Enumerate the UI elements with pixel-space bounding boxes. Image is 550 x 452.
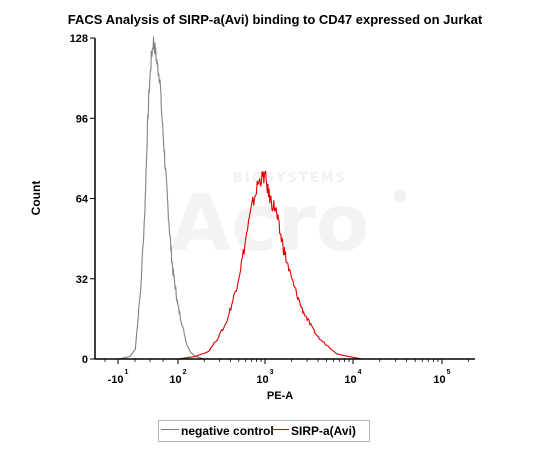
x-axis-label: PE-A: [266, 390, 294, 402]
watermark-dot: [394, 190, 406, 202]
chart-title: FACS Analysis of SIRP-a(Avi) binding to …: [67, 12, 483, 27]
x-tick-label: 103: [256, 369, 273, 386]
y-tick-label: 0: [82, 354, 88, 366]
x-tick-label: 105: [433, 369, 450, 386]
y-tick-label: 96: [76, 113, 88, 125]
x-tick-label: 102: [169, 369, 186, 386]
y-tick-label: 64: [76, 194, 89, 206]
series-line-sirp-a-avi: [98, 170, 442, 360]
legend-label-negative-control: negative control: [181, 424, 274, 438]
x-tick-label: 104: [344, 369, 361, 386]
series-line-negative-control: [98, 36, 309, 360]
legend-item-negative-control: negative control: [161, 424, 274, 438]
y-tick-label: 32: [76, 274, 88, 286]
legend-swatch-red: [271, 429, 289, 431]
legend: negative control SIRP-a(Avi): [158, 420, 370, 442]
x-tick-label: -101: [108, 369, 129, 386]
watermark-brand: Acro: [171, 179, 370, 269]
y-tick-label: 128: [70, 33, 88, 45]
legend-item-sirp-a-avi: SIRP-a(Avi): [271, 424, 356, 438]
legend-swatch-gray: [161, 429, 179, 431]
legend-label-sirp-a-avi: SIRP-a(Avi): [291, 424, 356, 438]
